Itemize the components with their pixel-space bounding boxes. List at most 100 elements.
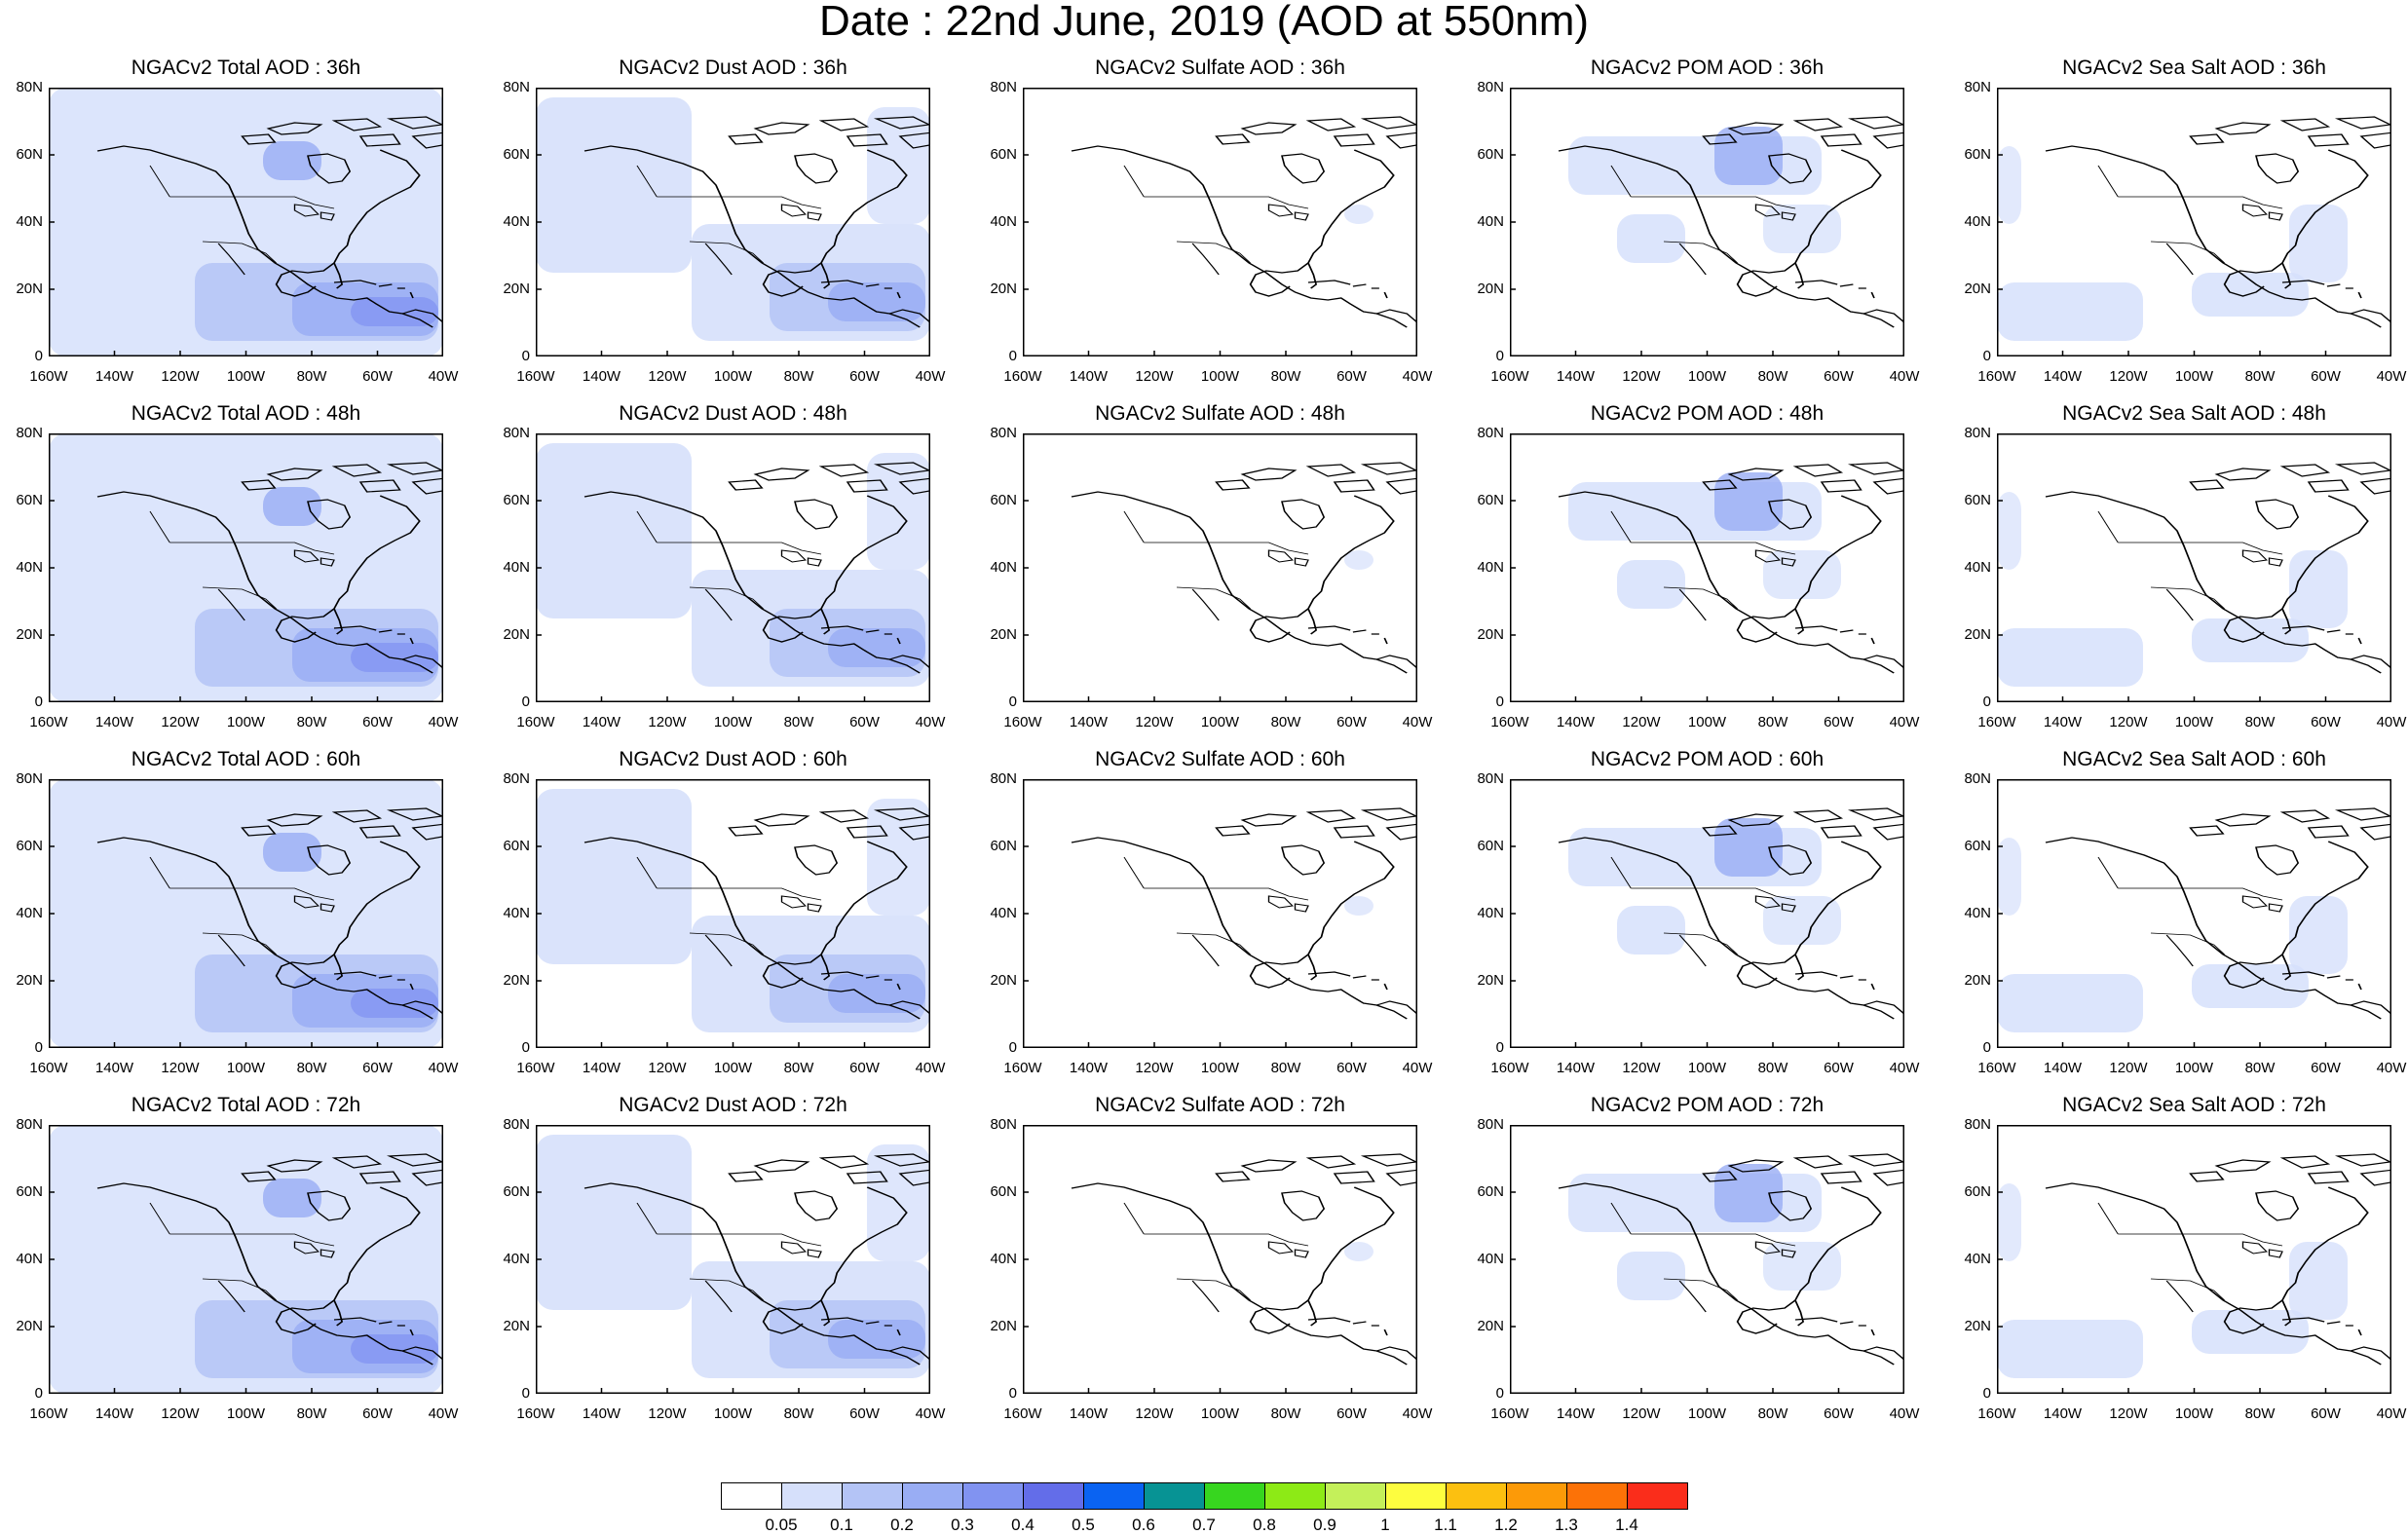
- y-tick-label: 60N: [16, 146, 43, 163]
- colorbar-swatch: [1506, 1482, 1567, 1510]
- x-tick-label: 120W: [648, 714, 687, 730]
- x-tick-label: 40W: [915, 1060, 946, 1076]
- x-tick-label: 100W: [1687, 1405, 1727, 1422]
- aod-field-region: [2192, 964, 2309, 1008]
- x-tick-label: 100W: [713, 714, 753, 730]
- x-tick-label: 80W: [1757, 368, 1788, 385]
- x-tick-label: 140W: [1069, 714, 1109, 730]
- x-tick-label: 160W: [1977, 1405, 2016, 1422]
- x-tick-label: 140W: [1069, 1060, 1109, 1076]
- colorbar-tick-label: 1: [1380, 1516, 1390, 1534]
- aod-field-region: [536, 789, 692, 964]
- aod-field-region: [1568, 1174, 1822, 1232]
- colorbar-swatch: [1204, 1482, 1265, 1510]
- y-tick-label: 40N: [990, 1251, 1017, 1267]
- y-tick-label: 80N: [16, 770, 43, 787]
- x-tick-label: 80W: [1270, 1405, 1301, 1422]
- colorbar-swatch: [1023, 1482, 1084, 1510]
- y-tick-label: 0: [34, 1039, 43, 1056]
- aod-map: [1510, 1125, 1904, 1394]
- aod-map: [1023, 1125, 1417, 1394]
- aod-field-region: [1997, 838, 2021, 916]
- aod-field-region: [263, 1179, 321, 1217]
- x-tick-label: 100W: [1687, 368, 1727, 385]
- x-tick-label: 160W: [1977, 368, 2016, 385]
- map-panel-sulfate-36h: NGACv2 Sulfate AOD : 36h 80N 60N 40N 20N 0 160…: [990, 56, 1432, 415]
- x-tick-label: 60W: [849, 1405, 880, 1422]
- map-panel-dust-72h: NGACv2 Dust AOD : 72h 80N 60N 40N 20N 0 160W 14…: [503, 1094, 945, 1452]
- y-tick-label: 0: [34, 1385, 43, 1402]
- x-tick-label: 140W: [1556, 1060, 1596, 1076]
- y-tick-label: 60N: [1964, 492, 1991, 508]
- y-tick-label: 80N: [990, 425, 1017, 441]
- y-tick-label: 80N: [1477, 79, 1504, 95]
- map-panel-seasalt-60h: NGACv2 Sea Salt AOD : 60h 80N 60N 40N 20N 0 16…: [1964, 748, 2406, 1106]
- x-tick-label: 80W: [296, 368, 327, 385]
- panel-title: NGACv2 Dust AOD : 48h: [619, 402, 847, 425]
- aod-field-region: [263, 141, 321, 180]
- x-tick-label: 120W: [1135, 1405, 1174, 1422]
- x-tick-label: 40W: [428, 368, 459, 385]
- y-tick-label: 40N: [1964, 559, 1991, 576]
- aod-field-region: [1997, 974, 2143, 1032]
- y-tick-label: 40N: [1477, 1251, 1504, 1267]
- y-tick-label: 0: [1982, 1385, 1991, 1402]
- x-tick-label: 120W: [648, 1060, 687, 1076]
- x-tick-label: 80W: [783, 1060, 814, 1076]
- aod-map: [49, 1125, 443, 1394]
- aod-field-region: [1344, 550, 1373, 570]
- aod-field-region: [1997, 628, 2143, 687]
- map-panel-seasalt-48h: NGACv2 Sea Salt AOD : 48h 80N 60N 40N 20N 0 16…: [1964, 402, 2406, 761]
- x-tick-label: 40W: [2376, 368, 2407, 385]
- y-tick-label: 80N: [16, 79, 43, 95]
- x-tick-label: 140W: [2043, 368, 2083, 385]
- y-tick-label: 0: [521, 1385, 530, 1402]
- y-tick-label: 0: [521, 1039, 530, 1056]
- aod-field-region: [263, 487, 321, 526]
- y-tick-label: 0: [521, 693, 530, 710]
- panel-title: NGACv2 POM AOD : 48h: [1590, 402, 1825, 425]
- x-tick-label: 60W: [1336, 368, 1367, 385]
- x-tick-label: 140W: [582, 1405, 621, 1422]
- y-tick-label: 40N: [990, 905, 1017, 921]
- y-tick-label: 20N: [503, 972, 530, 989]
- y-tick-label: 20N: [503, 1318, 530, 1334]
- y-tick-label: 40N: [16, 559, 43, 576]
- map-panel-dust-60h: NGACv2 Dust AOD : 60h 80N 60N 40N 20N 0 160W 14…: [503, 748, 945, 1106]
- x-tick-label: 100W: [713, 1405, 753, 1422]
- y-tick-label: 80N: [990, 1116, 1017, 1133]
- y-tick-label: 60N: [503, 1183, 530, 1200]
- y-tick-label: 40N: [1477, 905, 1504, 921]
- y-tick-label: 60N: [990, 1183, 1017, 1200]
- colorbar-swatch: [902, 1482, 963, 1510]
- colorbar-swatch: [1325, 1482, 1386, 1510]
- y-tick-label: 0: [1008, 1039, 1017, 1056]
- x-tick-label: 100W: [1687, 1060, 1727, 1076]
- map-panel-sulfate-72h: NGACv2 Sulfate AOD : 72h 80N 60N 40N 20N 0 160…: [990, 1094, 1432, 1452]
- map-panel-seasalt-36h: NGACv2 Sea Salt AOD : 36h 80N 60N 40N 20N 0 16…: [1964, 56, 2406, 415]
- x-tick-label: 100W: [1200, 1060, 1240, 1076]
- colorbar-swatch: [1144, 1482, 1205, 1510]
- colorbar-tick-label: 0.3: [951, 1516, 974, 1534]
- x-tick-label: 40W: [915, 368, 946, 385]
- aod-field-region: [263, 833, 321, 872]
- y-tick-label: 0: [1982, 348, 1991, 364]
- colorbar-tick-label: 0.7: [1192, 1516, 1216, 1534]
- map-panel-pom-60h: NGACv2 POM AOD : 60h 80N 60N 40N 20N 0 160W 140…: [1477, 748, 1919, 1106]
- y-tick-label: 20N: [16, 281, 43, 297]
- aod-map: [536, 779, 930, 1048]
- x-tick-label: 40W: [428, 714, 459, 730]
- y-tick-label: 40N: [503, 559, 530, 576]
- aod-map: [49, 88, 443, 356]
- colorbar-swatch: [781, 1482, 843, 1510]
- x-tick-label: 40W: [428, 1060, 459, 1076]
- y-tick-label: 0: [1982, 1039, 1991, 1056]
- panel-title: NGACv2 POM AOD : 60h: [1590, 748, 1825, 770]
- colorbar-swatch: [1627, 1482, 1688, 1510]
- x-tick-label: 40W: [1402, 1060, 1433, 1076]
- x-tick-label: 120W: [161, 368, 200, 385]
- y-tick-label: 40N: [503, 1251, 530, 1267]
- x-tick-label: 80W: [1757, 1060, 1788, 1076]
- x-tick-label: 80W: [1270, 1060, 1301, 1076]
- x-tick-label: 120W: [161, 714, 200, 730]
